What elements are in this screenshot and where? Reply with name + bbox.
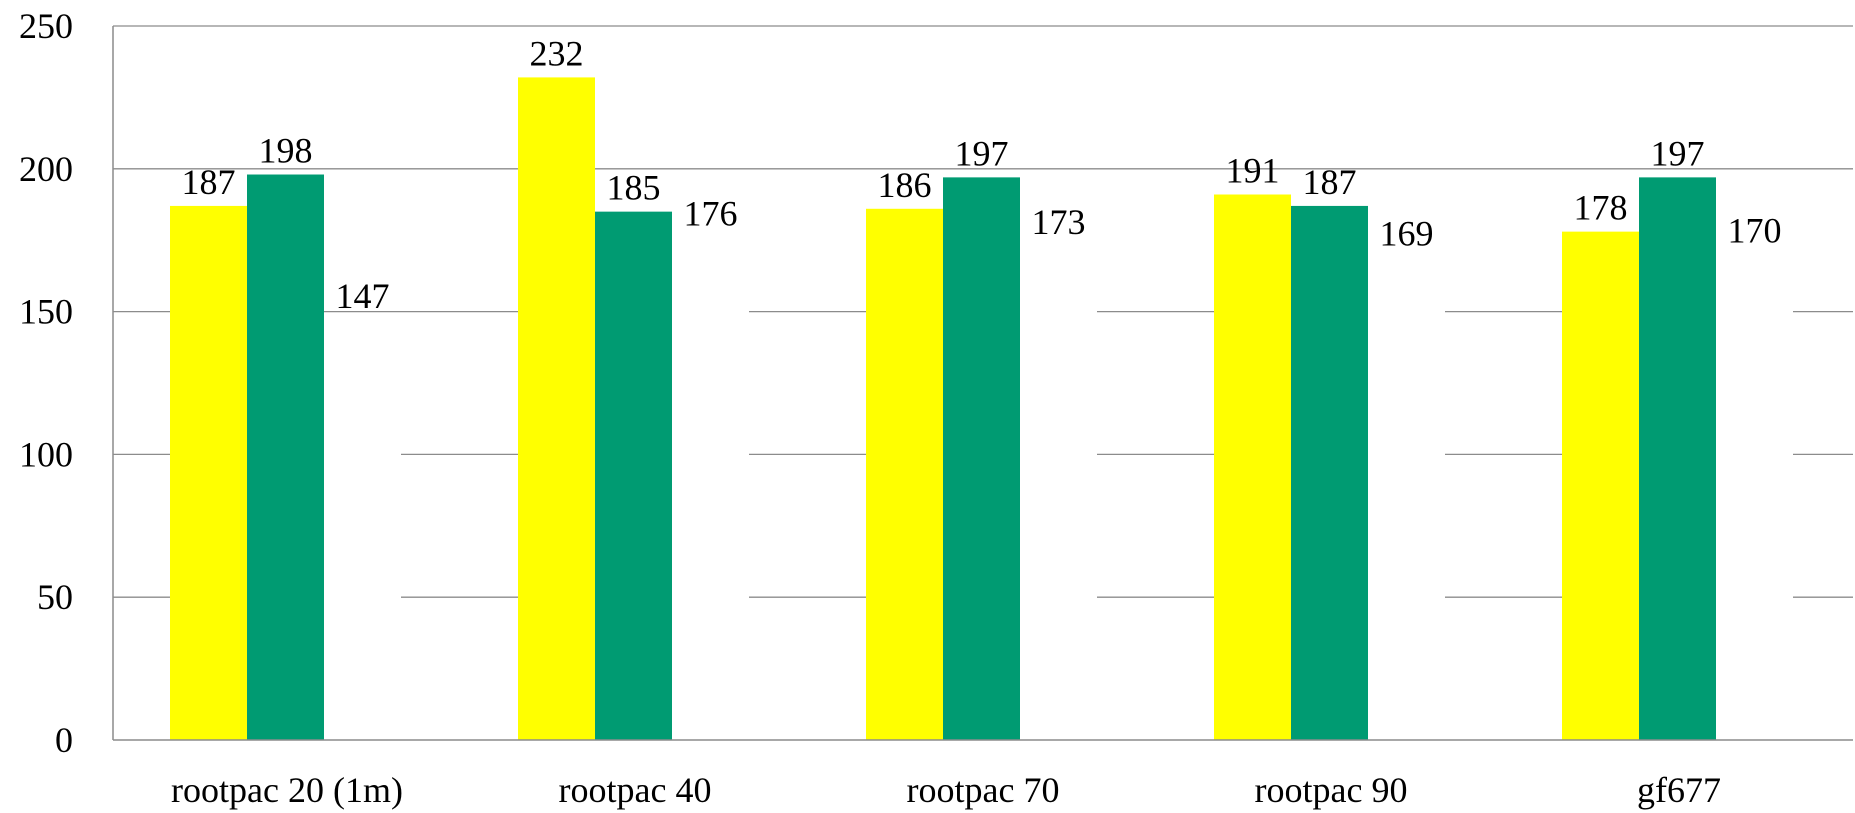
x-tick-label: rootpac 40 — [559, 770, 712, 810]
bar-series-3 — [672, 237, 749, 740]
data-label: 198 — [259, 131, 313, 171]
y-tick-label: 200 — [19, 149, 73, 189]
data-label: 169 — [1380, 213, 1434, 253]
data-label: 197 — [955, 133, 1009, 173]
bar-series-3 — [1716, 254, 1793, 741]
data-labels: 187 198 147 232 185 176 186 197 173 191 187 169 178 1… — [182, 33, 1782, 316]
bar-series-2 — [1639, 177, 1716, 741]
y-tick-label: 50 — [37, 577, 73, 617]
y-tick-label: 100 — [19, 434, 73, 474]
bar-series-3 — [1368, 257, 1445, 740]
bar-series-1 — [1562, 231, 1639, 740]
bar-series-2 — [943, 177, 1020, 741]
data-label: 147 — [336, 276, 390, 316]
data-label: 178 — [1574, 188, 1628, 228]
y-tick-labels: 0 50 100 150 200 250 — [19, 6, 73, 760]
y-tick-label: 150 — [19, 292, 73, 332]
data-label: 170 — [1728, 210, 1782, 250]
data-label: 191 — [1226, 151, 1280, 191]
bar-series-3 — [1020, 245, 1097, 741]
x-tick-label: rootpac 70 — [907, 770, 1060, 810]
data-label: 186 — [878, 165, 932, 205]
x-tick-label: rootpac 20 (1m) — [171, 770, 403, 810]
y-tick-label: 250 — [19, 6, 73, 46]
x-tick-label: gf677 — [1637, 770, 1721, 810]
bar-series-1 — [170, 205, 247, 741]
x-tick-label: rootpac 90 — [1255, 770, 1408, 810]
bar-series-1 — [1214, 194, 1291, 740]
data-label: 232 — [530, 33, 584, 73]
bar-series-2 — [1291, 205, 1368, 741]
bar-series-3 — [324, 320, 401, 740]
bar-series-2 — [595, 211, 672, 740]
data-label: 176 — [684, 193, 738, 233]
axes — [112, 26, 1853, 741]
bars — [170, 77, 1793, 741]
bar-series-1 — [518, 77, 595, 740]
data-label: 197 — [1651, 133, 1705, 173]
bar-series-1 — [866, 208, 943, 740]
data-label: 173 — [1032, 202, 1086, 242]
data-label: 185 — [607, 168, 661, 208]
bar-series-2 — [247, 174, 324, 741]
x-tick-labels: rootpac 20 (1m) rootpac 40 rootpac 70 rootp… — [171, 770, 1721, 810]
y-tick-label: 0 — [55, 720, 73, 760]
data-label: 187 — [182, 162, 236, 202]
data-label: 187 — [1303, 162, 1357, 202]
